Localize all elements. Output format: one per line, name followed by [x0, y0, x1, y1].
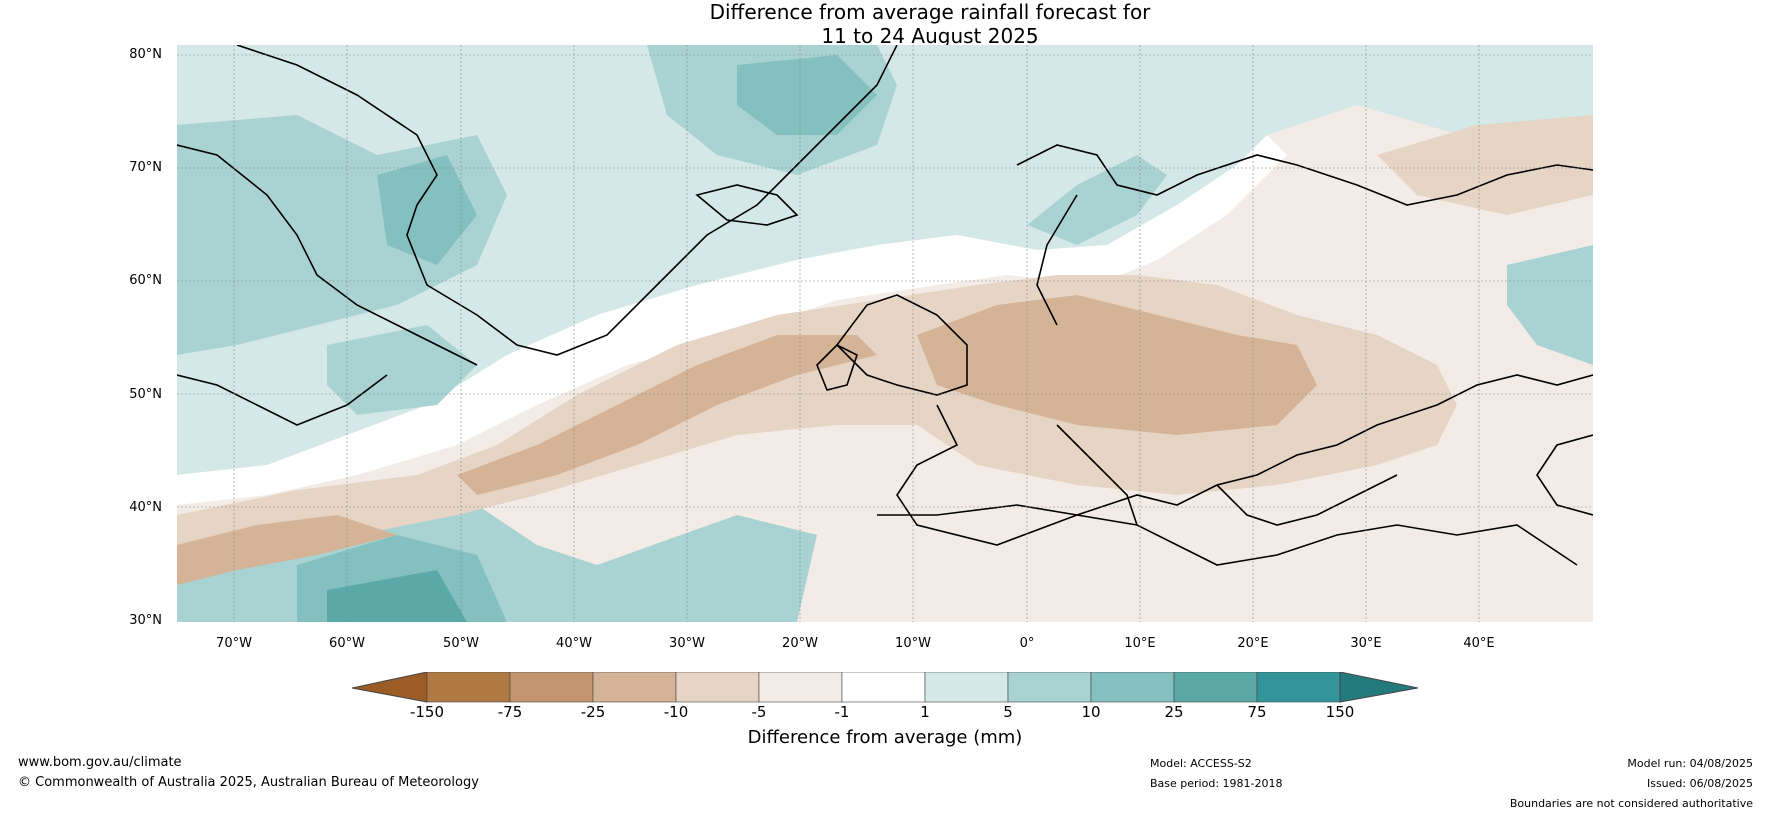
colorbar-seg-1: [509, 672, 594, 703]
colorbar-extend-low: [352, 672, 428, 703]
lon-label-10w: 10°W: [895, 636, 931, 651]
colorbar-tick: -10: [663, 703, 689, 721]
footer-disclaimer: Boundaries are not considered authoritat…: [1509, 797, 1753, 810]
title-line-1: Difference from average rainfall forecas…: [709, 0, 1151, 24]
wet-core-greenland: [737, 55, 877, 135]
coastlines: [177, 45, 1593, 566]
colorbar-seg-9: [1173, 672, 1258, 703]
colorbar-tick: 25: [1164, 703, 1184, 721]
dry-core-atlantic: [457, 335, 877, 495]
colorbar-tick: 5: [1003, 703, 1013, 721]
wet-patch-norway: [1027, 155, 1167, 245]
wet-core-baffin: [377, 155, 477, 265]
footer-url[interactable]: www.bom.gov.au/climate: [18, 755, 182, 770]
colorbar-seg-6: [924, 672, 1009, 703]
lon-label-40w: 40°W: [556, 636, 592, 651]
lon-label-20w: 20°W: [782, 636, 818, 651]
colorbar-seg-8: [1090, 672, 1175, 703]
lon-label-60w: 60°W: [329, 636, 365, 651]
colorbar-tick: 1: [920, 703, 930, 721]
lat-label-30n: 30°N: [129, 613, 162, 628]
lat-label-50n: 50°N: [129, 387, 162, 402]
colorbar-tick: -1: [834, 703, 850, 721]
colorbar-extend-high: [1339, 672, 1418, 703]
lat-label-60n: 60°N: [129, 273, 162, 288]
footer-model-run: Model run: 04/08/2025: [1627, 757, 1753, 770]
colorbar-seg-3: [675, 672, 760, 703]
dry-core-southwest: [177, 515, 397, 585]
title-line-2: 11 to 24 August 2025: [821, 24, 1039, 48]
lon-label-40e: 40°E: [1463, 636, 1495, 651]
footer-issued: Issued: 06/08/2025: [1646, 777, 1753, 790]
colorbar-seg-5: [841, 672, 926, 703]
dry-core-europe: [917, 295, 1317, 435]
wet-core-south-deep: [327, 570, 467, 622]
colorbar-seg-7: [1007, 672, 1092, 703]
colorbar-tick: 150: [1325, 703, 1355, 721]
colorbar-tick: 10: [1081, 703, 1101, 721]
colorbar-seg-4: [758, 672, 843, 703]
colorbar-tick: -150: [409, 703, 445, 721]
lon-label-10e: 10°E: [1124, 636, 1156, 651]
lat-label-80n: 80°N: [129, 47, 162, 62]
wet-region-atlantic: [177, 45, 1593, 475]
colorbar: [352, 672, 1418, 703]
footer-copyright: © Commonwealth of Australia 2025, Austra…: [18, 775, 479, 790]
colorbar-tick: 75: [1247, 703, 1267, 721]
colorbar-seg-0: [426, 672, 511, 703]
colorbar-tick: -75: [497, 703, 523, 721]
lon-label-50w: 50°W: [443, 636, 479, 651]
colorbar-title: Difference from average (mm): [747, 727, 1023, 748]
dry-patch-arctic-russia: [1377, 115, 1593, 215]
lat-label-40n: 40°N: [129, 500, 162, 515]
lon-label-30w: 30°W: [669, 636, 705, 651]
colorbar-seg-2: [592, 672, 677, 703]
footer-model: Model: ACCESS-S2: [1150, 757, 1252, 770]
colorbar-seg-10: [1256, 672, 1341, 703]
rainfall-anomaly-map: [177, 45, 1593, 622]
lon-label-20e: 20°E: [1237, 636, 1269, 651]
lon-label-70w: 70°W: [216, 636, 252, 651]
lon-label-30e: 30°E: [1350, 636, 1382, 651]
colorbar-tick: -25: [580, 703, 606, 721]
lat-label-70n: 70°N: [129, 160, 162, 175]
colorbar-tick: -5: [751, 703, 767, 721]
wet-patch-russia: [1507, 245, 1593, 365]
neutral-band: [177, 135, 1287, 505]
map-title: Difference from average rainfall forecas…: [600, 0, 1260, 48]
footer-base-period: Base period: 1981-2018: [1150, 777, 1283, 790]
gridlines: [177, 45, 1593, 622]
lon-label-0: 0°: [1019, 636, 1035, 651]
